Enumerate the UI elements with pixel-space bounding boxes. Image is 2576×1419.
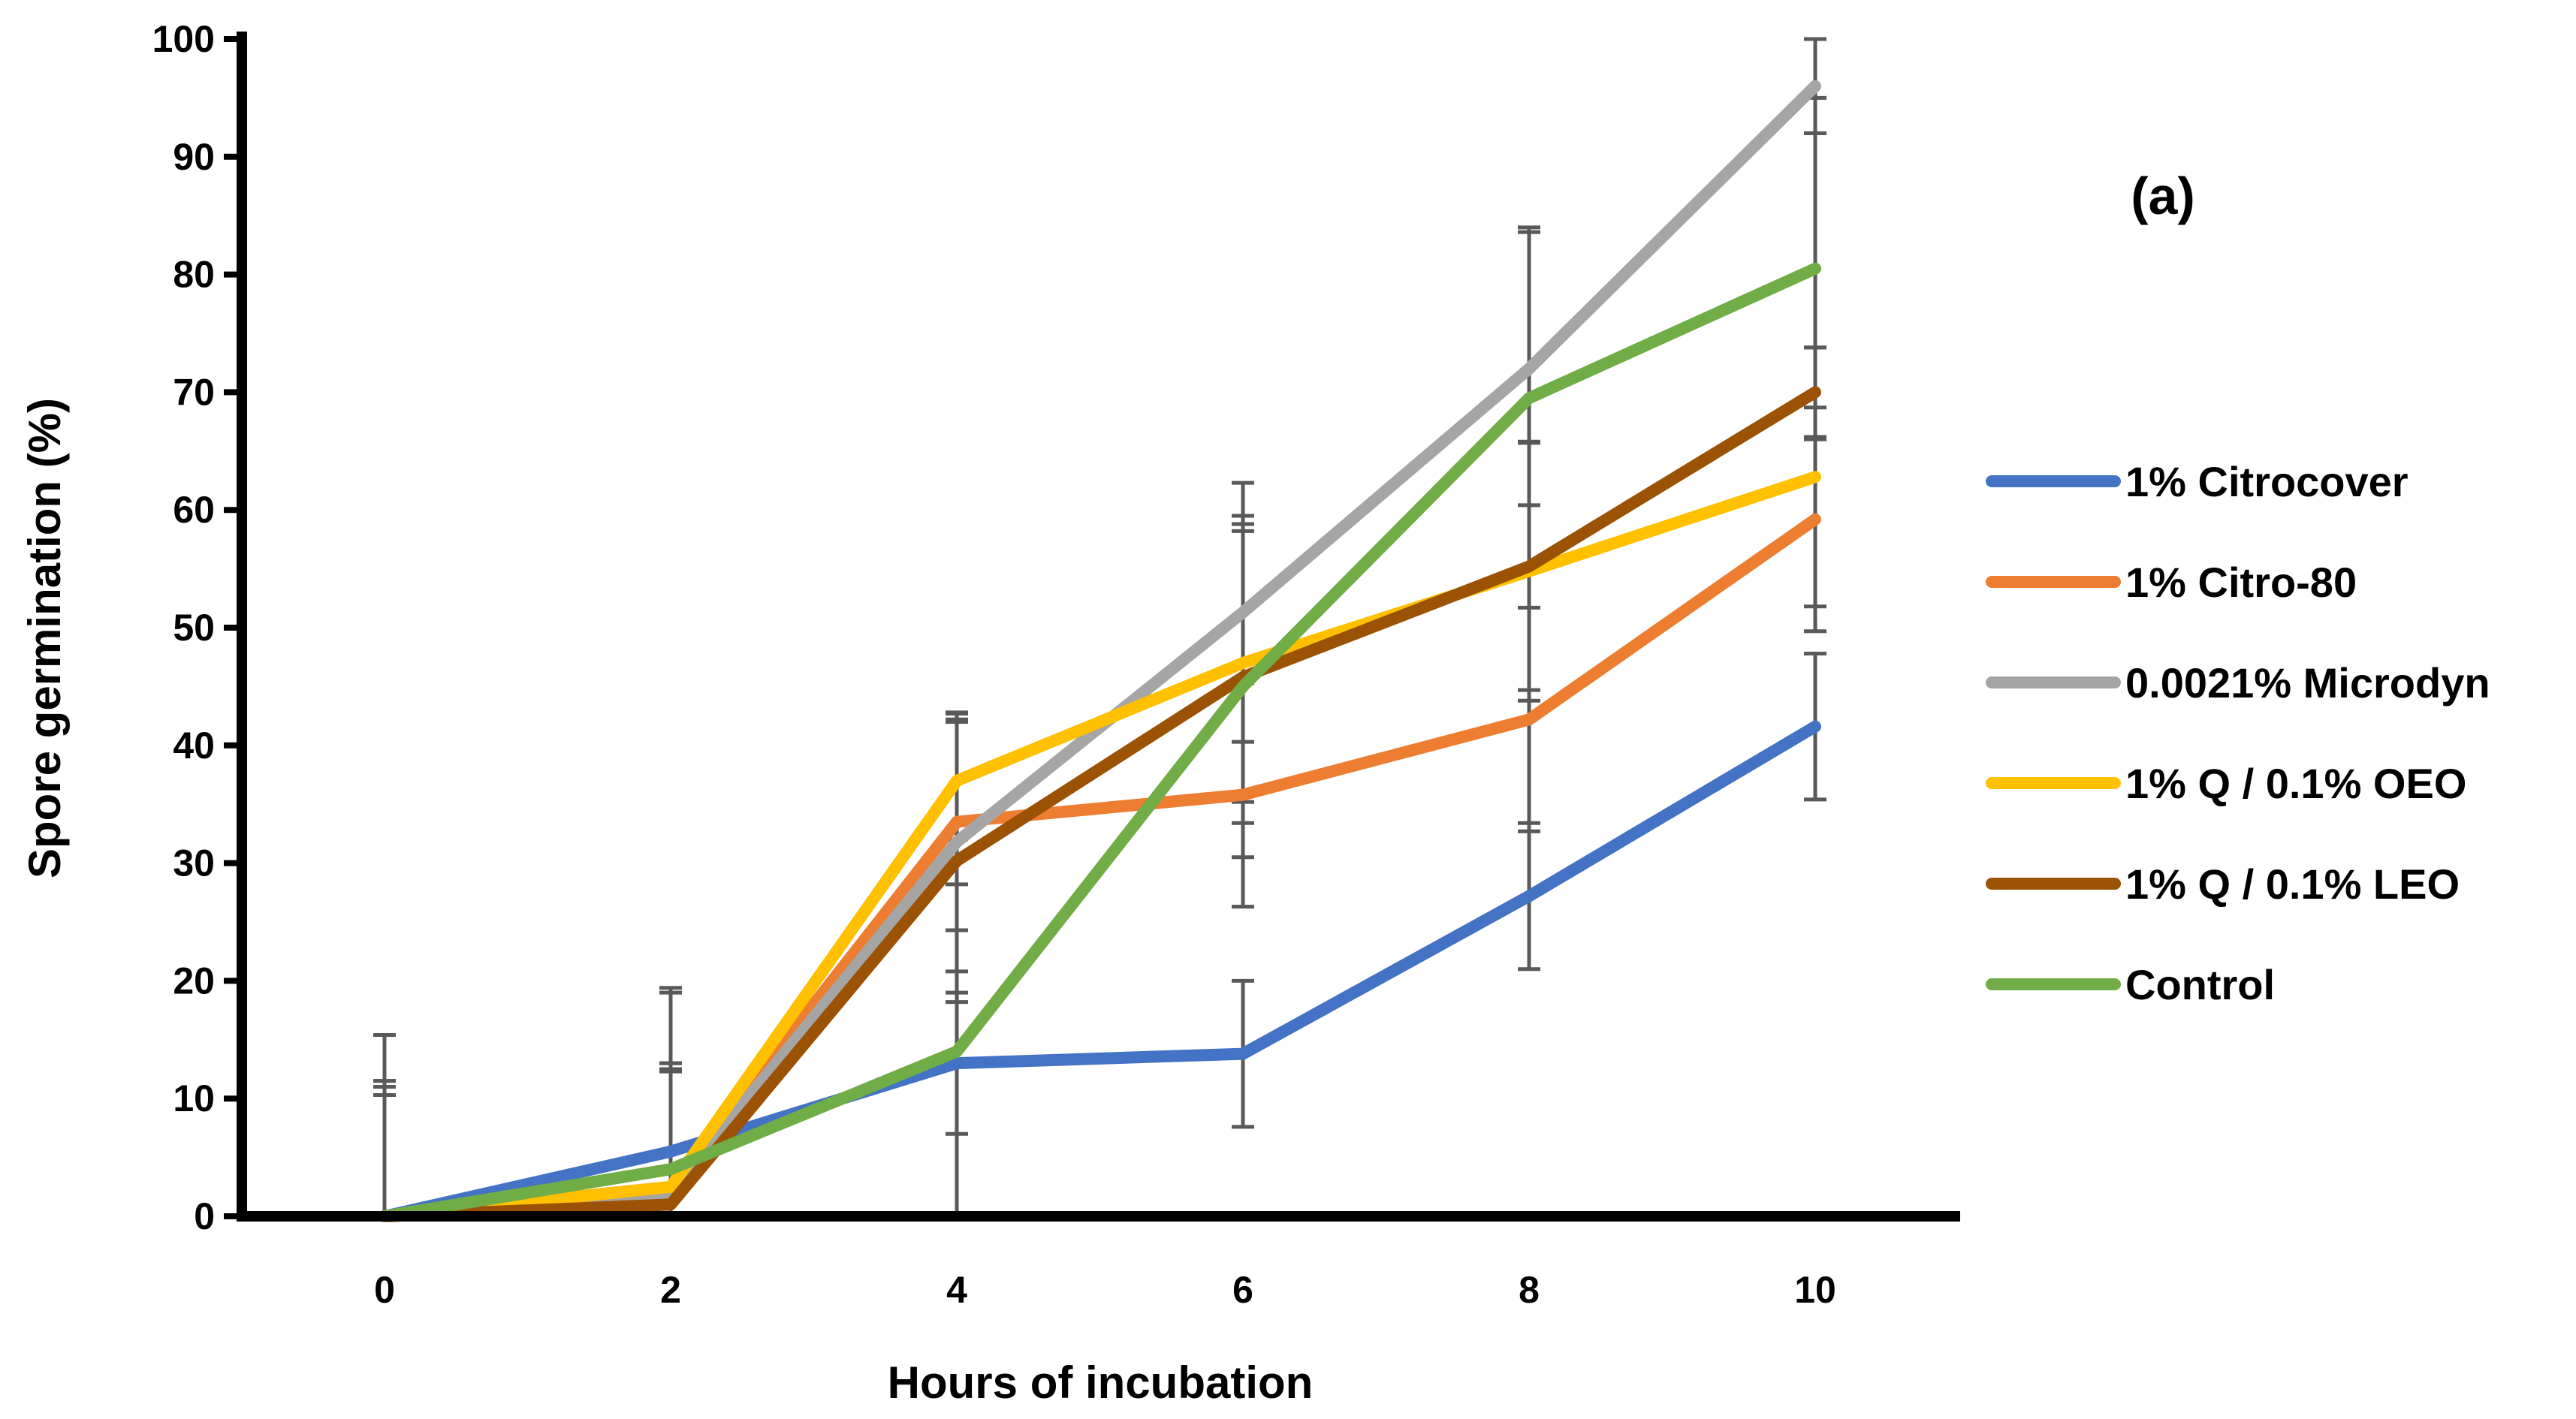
y-tick-label: 20	[173, 960, 215, 1002]
x-tick-label: 6	[1232, 1269, 1253, 1311]
legend: 1% Citrocover 1% Citro-80 0.0021% Microdyn…	[1986, 458, 2490, 1008]
legend-item: 0.0021% Microdyn	[1986, 659, 2490, 706]
series-line-6	[379, 262, 1821, 1222]
series-lines	[379, 80, 1821, 1222]
series-line-5	[379, 386, 1821, 1222]
legend-label: 1% Citrocover	[2125, 458, 2409, 505]
legend-item: 1% Q / 0.1% LEO	[1986, 860, 2460, 908]
legend-label: 0.0021% Microdyn	[2125, 659, 2490, 706]
y-tick-label: 40	[173, 725, 215, 767]
y-tick-label: 90	[173, 136, 215, 178]
series-line-4	[379, 471, 1821, 1222]
legend-label: 1% Q / 0.1% LEO	[2125, 860, 2460, 908]
legend-item: 1% Citrocover	[1986, 458, 2409, 505]
y-tick-label: 60	[173, 489, 215, 531]
error-bar	[373, 1033, 396, 1219]
x-tick-label: 2	[660, 1269, 681, 1311]
y-tick-label: 80	[173, 254, 215, 296]
y-tick-label: 30	[173, 842, 215, 884]
legend-item: 1% Citro-80	[1986, 559, 2357, 606]
y-tick-label: 10	[173, 1077, 215, 1119]
legend-item: Control	[1986, 961, 2275, 1008]
x-tick-label: 0	[374, 1269, 395, 1311]
x-tick-label: 4	[946, 1269, 967, 1311]
series-line-1	[379, 720, 1821, 1222]
x-axis-title: Hours of incubation	[888, 1357, 1314, 1408]
y-tick-label: 70	[173, 371, 215, 413]
x-tick-label: 8	[1519, 1269, 1540, 1311]
y-axis-title: Spore germination (%)	[20, 398, 70, 878]
legend-item: 1% Q / 0.1% OEO	[1986, 760, 2466, 807]
x-tick-label: 10	[1794, 1269, 1836, 1311]
y-tick-label: 0	[194, 1195, 215, 1237]
legend-label: Control	[2125, 961, 2275, 1008]
y-tick-label: 100	[152, 18, 215, 60]
tick-labels: 0 10 20 30 40 50 60 70 80 90 100 0 2 4 6 8 10	[152, 18, 1836, 1311]
legend-label: 1% Q / 0.1% OEO	[2125, 760, 2466, 807]
y-tick-label: 50	[173, 607, 215, 649]
axes	[224, 32, 1960, 1222]
legend-label: 1% Citro-80	[2125, 559, 2357, 606]
panel-label: (a)	[2131, 167, 2195, 225]
error-bars	[373, 37, 1826, 1219]
series-line-3	[379, 80, 1821, 1222]
